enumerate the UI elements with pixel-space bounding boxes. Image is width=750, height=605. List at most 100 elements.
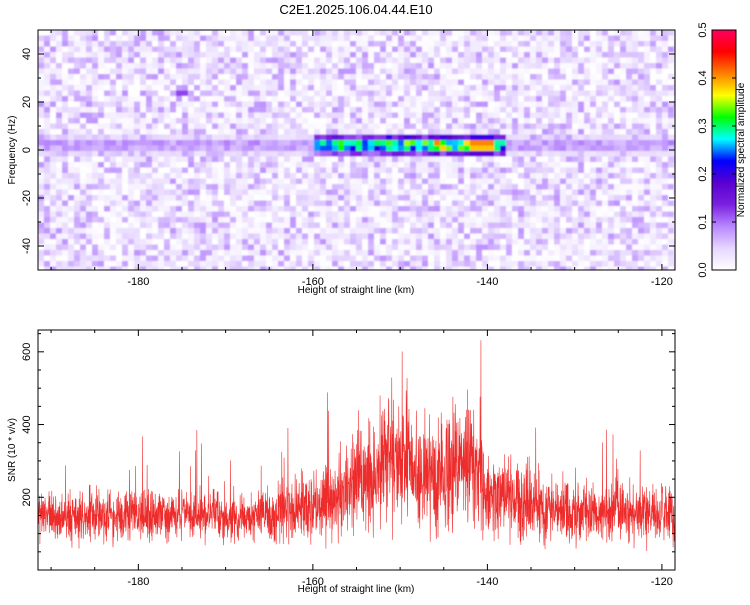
heatmap-cell bbox=[470, 85, 477, 92]
heatmap-cell bbox=[62, 233, 69, 240]
heatmap-cell bbox=[584, 118, 591, 125]
heatmap-cell bbox=[626, 195, 633, 202]
heatmap-cell bbox=[338, 195, 345, 202]
heatmap-cell bbox=[230, 57, 237, 64]
heatmap-cell bbox=[338, 233, 345, 240]
heatmap-cell bbox=[662, 250, 669, 257]
heatmap-cell bbox=[668, 79, 675, 86]
heatmap-cell bbox=[332, 178, 339, 185]
snr-y-label: SNR (10 * v/v) bbox=[7, 418, 18, 482]
heatmap-cell bbox=[512, 228, 519, 235]
heatmap-cell bbox=[338, 68, 345, 75]
heatmap-cell bbox=[668, 178, 675, 185]
heatmap-cell bbox=[584, 41, 591, 48]
heatmap-cell bbox=[440, 184, 447, 191]
heatmap-cell bbox=[80, 178, 87, 185]
heatmap-cell bbox=[344, 266, 351, 270]
heatmap-cell bbox=[314, 233, 321, 240]
heatmap-cell bbox=[110, 217, 117, 224]
heatmap-cell bbox=[494, 222, 501, 229]
heatmap-cell bbox=[110, 74, 117, 81]
heatmap-cell bbox=[614, 112, 621, 119]
heatmap-cell bbox=[164, 189, 171, 196]
heatmap-cell bbox=[614, 85, 621, 92]
heatmap-cell bbox=[422, 112, 429, 119]
heatmap-cell bbox=[506, 107, 513, 114]
heatmap-cell bbox=[80, 151, 87, 158]
heatmap-cell bbox=[206, 63, 213, 70]
heatmap-cell bbox=[452, 200, 459, 207]
heatmap-cell bbox=[578, 244, 585, 251]
heatmap-cell bbox=[98, 211, 105, 218]
heatmap-cell bbox=[620, 250, 627, 257]
heatmap-cell bbox=[644, 30, 651, 37]
heatmap-cell bbox=[638, 74, 645, 81]
heatmap-cell bbox=[632, 266, 639, 270]
heatmap-cell bbox=[476, 112, 483, 119]
heatmap-cell bbox=[542, 211, 549, 218]
heatmap-cell bbox=[158, 107, 165, 114]
heatmap-cell bbox=[644, 151, 651, 158]
heatmap-cell bbox=[542, 46, 549, 53]
heatmap-cell bbox=[176, 167, 183, 174]
heatmap-cell bbox=[470, 211, 477, 218]
heatmap-cell bbox=[584, 167, 591, 174]
heatmap-cell bbox=[122, 255, 129, 262]
heatmap-cell bbox=[494, 46, 501, 53]
heatmap-cell bbox=[638, 195, 645, 202]
heatmap-cell bbox=[578, 57, 585, 64]
heatmap-cell bbox=[326, 151, 333, 158]
heatmap-cell bbox=[386, 228, 393, 235]
heatmap-cell bbox=[608, 74, 615, 81]
heatmap-cell bbox=[116, 233, 123, 240]
heatmap-cell bbox=[308, 178, 315, 185]
heatmap-cell bbox=[566, 178, 573, 185]
heatmap-cell bbox=[488, 217, 495, 224]
heatmap-cell bbox=[260, 189, 267, 196]
heatmap-cell bbox=[98, 79, 105, 86]
heatmap-cell bbox=[98, 35, 105, 42]
heatmap-cell bbox=[284, 129, 291, 136]
heatmap-cell bbox=[428, 189, 435, 196]
heatmap-cell bbox=[260, 112, 267, 119]
heatmap-cell bbox=[506, 41, 513, 48]
heatmap-cell bbox=[620, 233, 627, 240]
y-tick-label: 0 bbox=[21, 147, 33, 153]
heatmap-cell bbox=[506, 30, 513, 37]
heatmap-cell bbox=[146, 266, 153, 270]
heatmap-cell bbox=[62, 255, 69, 262]
heatmap-cell bbox=[320, 68, 327, 75]
heatmap-cell bbox=[62, 261, 69, 268]
heatmap-cell bbox=[554, 228, 561, 235]
heatmap-cell bbox=[86, 145, 93, 152]
heatmap-cell bbox=[584, 244, 591, 251]
heatmap-cell bbox=[80, 233, 87, 240]
heatmap-cell bbox=[404, 46, 411, 53]
heatmap-cell bbox=[530, 206, 537, 213]
heatmap-cell bbox=[182, 151, 189, 158]
heatmap-cell bbox=[638, 200, 645, 207]
heatmap-cell bbox=[236, 145, 243, 152]
heatmap-cell bbox=[530, 63, 537, 70]
heatmap-cell bbox=[98, 189, 105, 196]
heatmap-cell bbox=[200, 266, 207, 270]
heatmap-cell bbox=[98, 90, 105, 97]
heatmap-cell bbox=[206, 195, 213, 202]
heatmap-cell bbox=[134, 206, 141, 213]
heatmap-cell bbox=[188, 222, 195, 229]
heatmap-cell bbox=[632, 107, 639, 114]
heatmap-cell bbox=[668, 112, 675, 119]
heatmap-cell bbox=[662, 85, 669, 92]
heatmap-cell bbox=[494, 112, 501, 119]
heatmap-cell bbox=[590, 217, 597, 224]
heatmap-cell bbox=[278, 140, 285, 147]
heatmap-cell bbox=[44, 57, 51, 64]
heatmap-cell bbox=[560, 79, 567, 86]
heatmap-cell bbox=[248, 134, 255, 141]
heatmap-cell bbox=[242, 30, 249, 37]
heatmap-cell bbox=[458, 74, 465, 81]
heatmap-cell bbox=[488, 250, 495, 257]
heatmap-cell bbox=[470, 90, 477, 97]
heatmap-cell bbox=[86, 68, 93, 75]
heatmap-cell bbox=[422, 63, 429, 70]
